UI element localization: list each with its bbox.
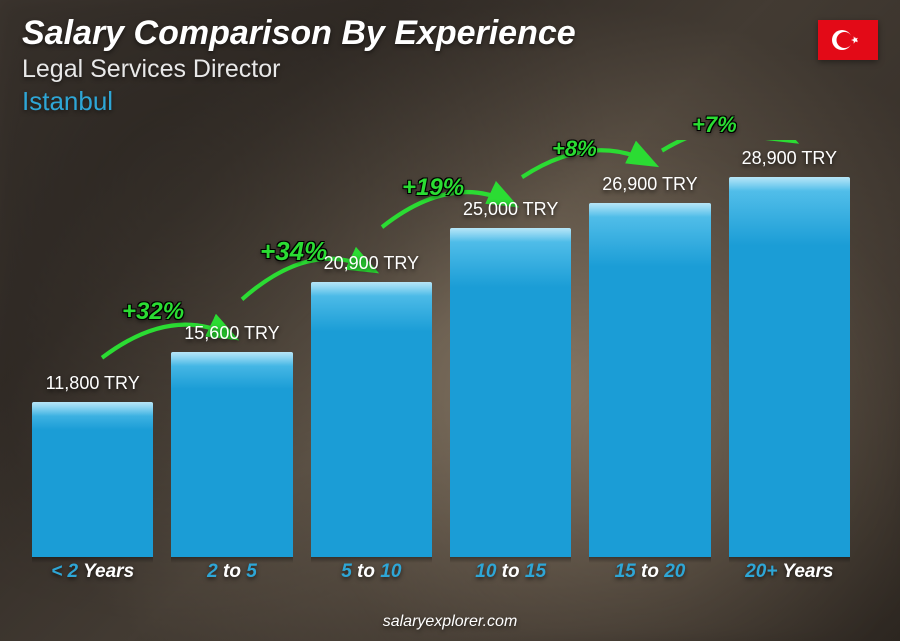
bar-5: 28,900 TRY 20+ Years <box>729 148 850 557</box>
header-block: Salary Comparison By Experience Legal Se… <box>22 14 576 117</box>
bar-3: 25,000 TRY 10 to 15 <box>450 199 571 557</box>
chart-title: Salary Comparison By Experience <box>22 14 576 53</box>
bar-category-1: 2 to 5 <box>171 561 292 583</box>
bar-value-1: 15,600 TRY <box>184 323 279 344</box>
bar-category-3: 10 to 15 <box>450 561 571 583</box>
bar-rect-2 <box>311 282 432 557</box>
bars-container: 11,800 TRY < 2 Years 15,600 TRY 2 to 5 2… <box>32 140 850 557</box>
bar-value-5: 28,900 TRY <box>742 148 837 169</box>
bar-category-5: 20+ Years <box>729 561 850 583</box>
turkey-flag-icon <box>818 20 878 60</box>
bar-value-2: 20,900 TRY <box>324 253 419 274</box>
bar-1: 15,600 TRY 2 to 5 <box>171 323 292 557</box>
bar-category-4: 15 to 20 <box>589 561 710 583</box>
bar-rect-4 <box>589 203 710 557</box>
bar-category-0: < 2 Years <box>32 561 153 583</box>
bar-2: 20,900 TRY 5 to 10 <box>311 253 432 557</box>
bar-category-2: 5 to 10 <box>311 561 432 583</box>
bar-rect-3 <box>450 228 571 557</box>
increment-label-4: +7% <box>692 112 737 138</box>
footer-credit: salaryexplorer.com <box>0 613 900 631</box>
chart-subtitle: Legal Services Director <box>22 55 576 84</box>
bar-value-3: 25,000 TRY <box>463 199 558 220</box>
bar-rect-1 <box>171 352 292 557</box>
bar-value-0: 11,800 TRY <box>46 373 140 394</box>
bar-4: 26,900 TRY 15 to 20 <box>589 174 710 557</box>
bar-rect-0 <box>32 402 153 557</box>
bar-rect-5 <box>729 177 850 557</box>
bar-value-4: 26,900 TRY <box>602 174 697 195</box>
bar-0: 11,800 TRY < 2 Years <box>32 373 153 557</box>
bar-chart: +32% +34% +19% +8% +7% 11,800 TRY < 2 Ye… <box>32 140 850 583</box>
chart-location: Istanbul <box>22 86 576 117</box>
